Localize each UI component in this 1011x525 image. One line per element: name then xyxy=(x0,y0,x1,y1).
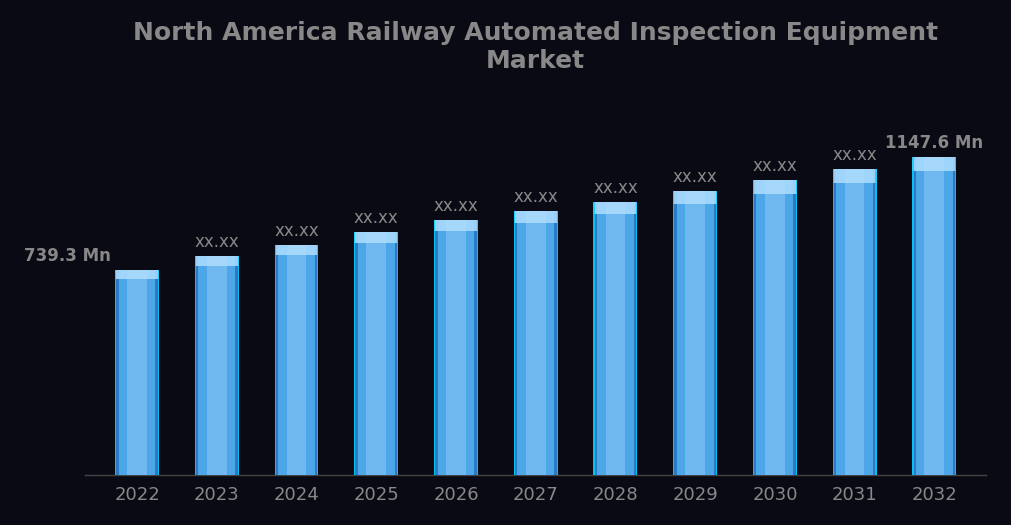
Bar xyxy=(833,170,877,475)
Bar xyxy=(434,219,478,475)
Bar xyxy=(207,256,226,475)
Bar xyxy=(794,181,797,475)
Bar xyxy=(753,181,797,475)
Bar xyxy=(912,157,956,171)
Bar xyxy=(354,232,398,475)
Bar xyxy=(127,270,147,475)
Bar xyxy=(236,256,239,475)
Bar xyxy=(952,157,956,475)
Bar xyxy=(286,245,306,475)
Bar xyxy=(354,232,398,243)
Bar xyxy=(685,191,705,475)
Bar xyxy=(275,245,276,475)
Bar xyxy=(912,157,916,475)
Bar xyxy=(556,211,558,475)
Bar xyxy=(876,170,877,475)
Bar xyxy=(753,181,756,475)
Bar xyxy=(115,270,118,475)
Bar xyxy=(514,211,518,475)
Bar xyxy=(593,202,594,475)
Bar xyxy=(195,256,198,475)
Bar xyxy=(526,211,546,475)
Bar xyxy=(716,191,717,475)
Bar xyxy=(317,245,318,475)
Text: xx.xx: xx.xx xyxy=(194,233,240,251)
Bar xyxy=(275,245,318,255)
Bar xyxy=(195,256,239,475)
Bar xyxy=(634,202,637,475)
Bar xyxy=(593,202,637,475)
Bar xyxy=(275,245,318,475)
Title: North America Railway Automated Inspection Equipment
Market: North America Railway Automated Inspecti… xyxy=(133,21,938,72)
Bar xyxy=(195,256,196,475)
Bar xyxy=(434,219,435,475)
Bar xyxy=(924,157,944,475)
Text: xx.xx: xx.xx xyxy=(593,179,638,197)
Bar xyxy=(673,191,676,475)
Bar xyxy=(477,219,478,475)
Bar xyxy=(434,219,438,475)
Bar xyxy=(833,170,834,475)
Bar xyxy=(394,232,398,475)
Bar xyxy=(554,211,558,475)
Bar xyxy=(765,181,785,475)
Bar xyxy=(397,232,398,475)
Text: 1147.6 Mn: 1147.6 Mn xyxy=(886,134,984,152)
Bar xyxy=(115,270,159,279)
Bar xyxy=(275,245,278,475)
Bar xyxy=(314,245,318,475)
Bar xyxy=(753,181,797,194)
Bar xyxy=(195,256,239,266)
Bar xyxy=(115,270,159,475)
Bar xyxy=(446,219,466,475)
Bar xyxy=(606,202,625,475)
Bar xyxy=(354,232,358,475)
Bar xyxy=(115,270,116,475)
Text: xx.xx: xx.xx xyxy=(354,209,398,227)
Text: xx.xx: xx.xx xyxy=(434,196,478,215)
Bar xyxy=(912,157,956,475)
Bar xyxy=(366,232,386,475)
Bar xyxy=(593,202,637,214)
Bar xyxy=(434,219,478,231)
Bar xyxy=(673,191,717,475)
Text: xx.xx: xx.xx xyxy=(832,146,877,164)
Bar xyxy=(156,270,159,475)
Bar xyxy=(796,181,797,475)
Bar xyxy=(753,181,754,475)
Bar xyxy=(833,170,836,475)
Bar xyxy=(955,157,956,475)
Bar xyxy=(514,211,558,475)
Bar xyxy=(833,170,877,183)
Bar xyxy=(514,211,515,475)
Bar xyxy=(354,232,356,475)
Bar xyxy=(673,191,717,204)
Bar xyxy=(714,191,717,475)
Bar xyxy=(874,170,877,475)
Text: xx.xx: xx.xx xyxy=(672,168,718,186)
Bar xyxy=(636,202,637,475)
Bar xyxy=(912,157,914,475)
Bar xyxy=(514,211,558,223)
Text: xx.xx: xx.xx xyxy=(752,158,798,175)
Bar xyxy=(673,191,674,475)
Bar xyxy=(238,256,239,475)
Bar xyxy=(845,170,864,475)
Text: xx.xx: xx.xx xyxy=(514,188,558,206)
Text: 739.3 Mn: 739.3 Mn xyxy=(24,247,111,265)
Text: xx.xx: xx.xx xyxy=(274,222,318,240)
Bar xyxy=(158,270,159,475)
Bar xyxy=(593,202,596,475)
Bar xyxy=(474,219,478,475)
